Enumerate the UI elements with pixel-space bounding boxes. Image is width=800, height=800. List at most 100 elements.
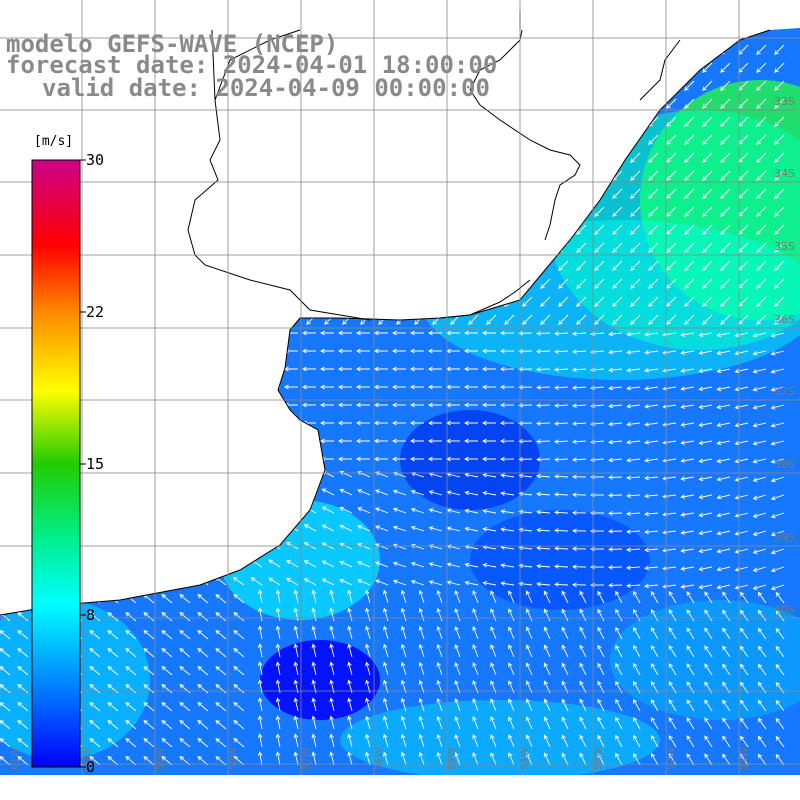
wind-arrow [432, 134, 443, 145]
wind-arrow [140, 402, 154, 408]
wind-arrow [126, 296, 137, 307]
wind-arrow [464, 490, 479, 496]
wind-arrow [143, 612, 155, 622]
wind-arrow [686, 699, 695, 712]
wind-arrow [212, 420, 226, 426]
wind-arrow [0, 348, 10, 354]
wind-arrow [125, 612, 137, 622]
wind-arrow [561, 590, 569, 604]
wind-arrow [734, 422, 749, 428]
wind-arrow [86, 438, 100, 444]
wind-arrow [89, 702, 101, 712]
wind-arrow [504, 278, 515, 289]
wind-arrow [540, 134, 551, 145]
wind-arrow [518, 527, 533, 533]
wind-arrow [320, 402, 334, 408]
wind-arrow [392, 420, 406, 426]
wind-arrow [572, 546, 587, 552]
wind-arrow [686, 591, 695, 604]
wind-arrow [680, 368, 695, 373]
wind-arrow [2, 573, 11, 586]
wind-arrow [144, 278, 155, 289]
wind-arrow [756, 98, 767, 109]
wind-arrow [125, 648, 137, 658]
wind-arrow [324, 278, 335, 289]
latitude-labels: 33S 34S 35S 36S 37S 38S 39S 40S [774, 95, 795, 616]
wind-arrow [500, 509, 515, 514]
wind-arrow [680, 458, 695, 463]
wind-arrow [400, 733, 407, 748]
wind-arrow [680, 476, 695, 481]
wind-arrow [288, 188, 299, 199]
wind-arrow [144, 206, 155, 217]
wind-arrow [432, 260, 443, 271]
wind-arrow [536, 473, 551, 479]
wind-arrow [158, 330, 172, 336]
wind-arrow [302, 402, 316, 408]
wind-arrow [250, 523, 263, 532]
wind-arrow [324, 170, 335, 181]
wind-arrow [734, 566, 749, 572]
wind-arrow [630, 62, 641, 73]
wind-arrow [630, 206, 641, 217]
wind-arrow [648, 134, 659, 145]
wind-arrow [126, 466, 137, 478]
wind-arrow [392, 525, 407, 532]
wind-arrow [464, 420, 478, 426]
wind-arrow [215, 702, 227, 712]
wind-arrow [774, 188, 785, 199]
wind-arrow [365, 697, 371, 712]
wind-arrow [716, 530, 731, 536]
wind-arrow [288, 206, 299, 217]
wind-arrow [162, 296, 173, 307]
wind-arrow [428, 580, 443, 586]
wind-arrow [757, 645, 767, 658]
wind-arrow [360, 152, 371, 163]
wind-arrow [482, 348, 496, 354]
wind-arrow [144, 224, 155, 235]
wind-arrow [374, 438, 388, 444]
wind-arrow [525, 644, 533, 658]
wind-arrow [400, 589, 407, 604]
longitude-label: 57W [301, 747, 312, 770]
wind-arrow [702, 62, 713, 73]
wind-arrow [293, 625, 299, 640]
wind-arrow [680, 404, 695, 409]
wind-arrow [522, 206, 533, 217]
wind-arrow [365, 625, 371, 640]
wind-arrow [252, 206, 263, 217]
wind-arrow [86, 384, 100, 390]
wind-arrow [436, 589, 443, 604]
wind-arrow [198, 116, 209, 127]
wind-arrow [561, 698, 569, 712]
wind-arrow [108, 574, 119, 586]
wind-arrow [630, 278, 641, 289]
wind-arrow [176, 366, 190, 372]
wind-arrow [2, 537, 11, 550]
wind-arrow [432, 278, 443, 289]
wind-arrow [490, 644, 497, 658]
wind-arrow [752, 386, 767, 392]
wind-arrow [396, 260, 407, 271]
latitude-label: 38S [774, 458, 795, 471]
wind-arrow [504, 134, 515, 145]
wind-arrow [698, 548, 713, 554]
wind-arrow [140, 384, 154, 390]
wind-arrow [576, 98, 587, 109]
wind-arrow [382, 661, 389, 676]
wind-arrow [756, 170, 767, 181]
wind-arrow [91, 556, 101, 568]
wind-arrow [686, 645, 695, 658]
wind-arrow [722, 753, 731, 766]
wind-arrow [630, 98, 641, 109]
wind-arrow [428, 456, 442, 462]
wind-arrow [508, 626, 515, 640]
wind-arrow [716, 386, 731, 392]
wind-arrow [198, 152, 209, 163]
wind-arrow [360, 278, 371, 289]
wind-arrow [400, 697, 407, 712]
wind-arrow [375, 525, 389, 532]
wind-arrow [234, 134, 245, 145]
wind-arrow [161, 485, 173, 496]
wind-arrow [396, 170, 407, 181]
